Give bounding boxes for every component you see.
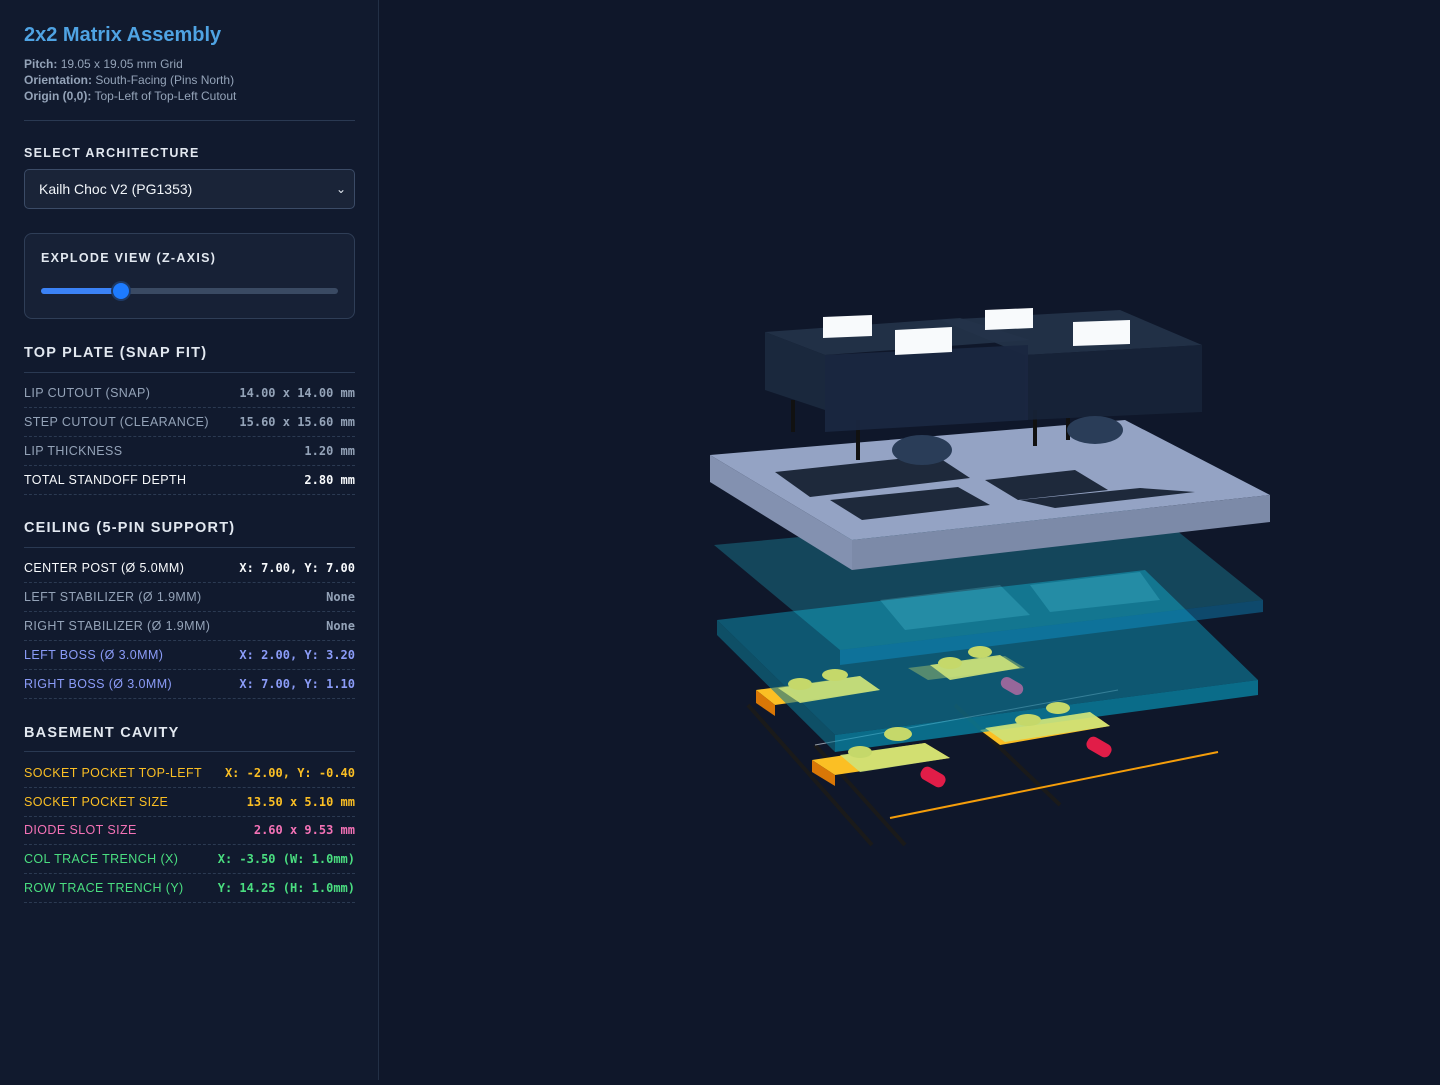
table-row: TOTAL STANDOFF DEPTH 2.80 mm — [24, 465, 355, 495]
row-key: STEP CUTOUT (CLEARANCE) — [24, 414, 209, 429]
table-row: COL TRACE TRENCH (X) X: -3.50 (W: 1.0mm) — [24, 844, 355, 874]
pitch-label: Pitch: — [24, 57, 58, 71]
header-divider — [24, 120, 355, 121]
row-key: LEFT STABILIZER (Ø 1.9MM) — [24, 589, 202, 604]
row-value: 1.20 mm — [304, 443, 355, 458]
table-row: LEFT STABILIZER (Ø 1.9MM) None — [24, 582, 355, 612]
table-row: SOCKET POCKET TOP-LEFT X: -2.00, Y: -0.40 — [24, 758, 355, 788]
row-key: RIGHT BOSS (Ø 3.0MM) — [24, 676, 173, 691]
row-key: LIP THICKNESS — [24, 443, 123, 458]
orientation-value: South-Facing (Pins North) — [95, 73, 235, 87]
row-value: 2.80 mm — [304, 472, 355, 487]
table-row: LEFT BOSS (Ø 3.0MM) X: 2.00, Y: 3.20 — [24, 640, 355, 670]
orientation-label: Orientation: — [24, 73, 92, 87]
row-value: 14.00 x 14.00 mm — [239, 385, 355, 400]
row-value: None — [326, 589, 355, 604]
explode-slider[interactable] — [41, 283, 338, 299]
row-value: X: -3.50 (W: 1.0mm) — [217, 851, 355, 866]
row-key: CENTER POST (Ø 5.0MM) — [24, 560, 185, 575]
row-value: X: 7.00, Y: 1.10 — [239, 676, 355, 691]
row-key: SOCKET POCKET SIZE — [24, 794, 169, 809]
row-key: LIP CUTOUT (SNAP) — [24, 385, 151, 400]
top-plate — [710, 420, 1270, 570]
row-value: None — [326, 618, 355, 633]
row-key: ROW TRACE TRENCH (Y) — [24, 880, 184, 895]
explode-slider-thumb[interactable] — [113, 283, 130, 299]
row-key: SOCKET POCKET TOP-LEFT — [24, 765, 203, 780]
top-plate-divider — [24, 372, 355, 373]
header-meta: Pitch: 19.05 x 19.05 mm Grid Orientation… — [24, 56, 236, 104]
table-row: ROW TRACE TRENCH (Y) Y: 14.25 (H: 1.0mm) — [24, 873, 355, 903]
sidebar-panel: 2x2 Matrix Assembly Pitch: 19.05 x 19.05… — [0, 0, 379, 1080]
diodes — [920, 677, 1112, 788]
ceiling-divider — [24, 547, 355, 548]
table-row: RIGHT BOSS (Ø 3.0MM) X: 7.00, Y: 1.10 — [24, 669, 355, 699]
table-row: LIP THICKNESS 1.20 mm — [24, 436, 355, 466]
origin-label: Origin (0,0): — [24, 89, 92, 103]
3d-viewport[interactable] — [380, 0, 1440, 1080]
explode-view-card: EXPLODE VIEW (Z-AXIS) — [24, 233, 355, 319]
origin-value: Top-Left of Top-Left Cutout — [94, 89, 237, 103]
explode-slider-fill — [41, 288, 122, 294]
basement-title: BASEMENT CAVITY — [24, 725, 180, 741]
row-value: X: 2.00, Y: 3.20 — [239, 647, 355, 662]
chevron-down-icon: ⌄ — [335, 182, 346, 196]
architecture-label: SELECT ARCHITECTURE — [24, 146, 200, 160]
basement-divider — [24, 751, 355, 752]
row-key: COL TRACE TRENCH (X) — [24, 851, 179, 866]
exploded-assembly-render — [710, 308, 1270, 847]
table-row: SOCKET POCKET SIZE 13.50 x 5.10 mm — [24, 787, 355, 817]
table-row: RIGHT STABILIZER (Ø 1.9MM) None — [24, 611, 355, 641]
row-key: LEFT BOSS (Ø 3.0MM) — [24, 647, 164, 662]
boss-posts — [778, 646, 1110, 772]
table-row: LIP CUTOUT (SNAP) 14.00 x 14.00 mm — [24, 378, 355, 408]
row-key: DIODE SLOT SIZE — [24, 822, 137, 837]
row-value: 13.50 x 5.10 mm — [246, 794, 355, 809]
row-value: Y: 14.25 (H: 1.0mm) — [217, 880, 355, 895]
row-value: 15.60 x 15.60 mm — [239, 414, 355, 429]
architecture-select[interactable]: Kailh Choc V2 (PG1353) ⌄ — [24, 169, 355, 209]
top-plate-title: TOP PLATE (SNAP FIT) — [24, 345, 208, 361]
table-row: CENTER POST (Ø 5.0MM) X: 7.00, Y: 7.00 — [24, 553, 355, 583]
row-value: 2.60 x 9.53 mm — [253, 822, 355, 837]
ceiling-title: CEILING (5-PIN SUPPORT) — [24, 520, 236, 536]
table-row: STEP CUTOUT (CLEARANCE) 15.60 x 15.60 mm — [24, 407, 355, 437]
row-key: TOTAL STANDOFF DEPTH — [24, 472, 187, 487]
switch-housings — [765, 308, 1202, 465]
row-value: X: 7.00, Y: 7.00 — [239, 560, 355, 575]
row-value: X: -2.00, Y: -0.40 — [224, 765, 355, 780]
row-key: RIGHT STABILIZER (Ø 1.9MM) — [24, 618, 211, 633]
table-row: DIODE SLOT SIZE 2.60 x 9.53 mm — [24, 815, 355, 845]
explode-label: EXPLODE VIEW (Z-AXIS) — [41, 251, 217, 265]
page-title: 2x2 Matrix Assembly — [24, 24, 222, 46]
pitch-value: 19.05 x 19.05 mm Grid — [60, 57, 183, 71]
architecture-selected-value: Kailh Choc V2 (PG1353) — [39, 181, 193, 197]
